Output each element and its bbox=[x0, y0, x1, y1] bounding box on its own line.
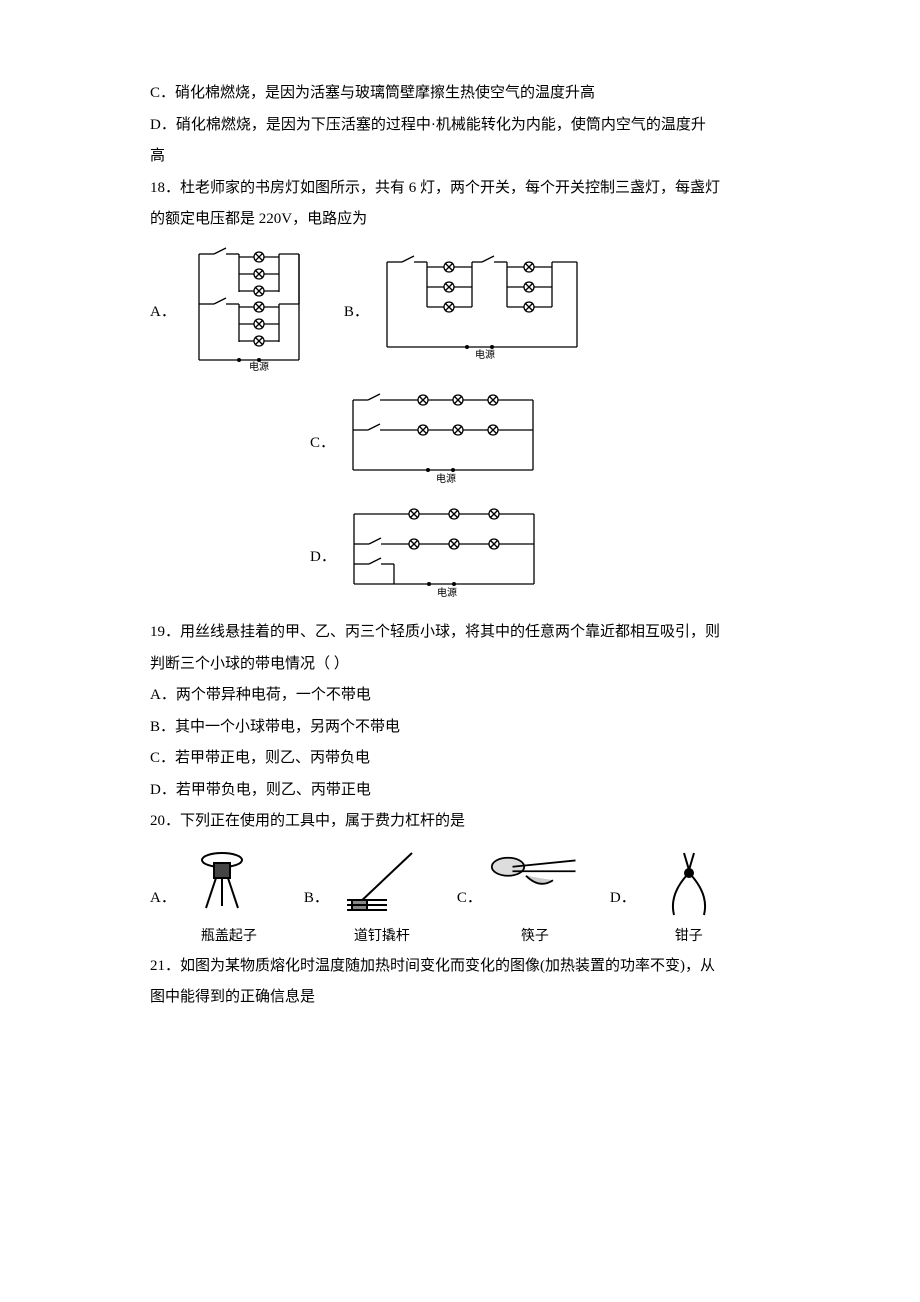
q17-option-d-line1: D．硝化棉燃烧，是因为下压活塞的过程中·机械能转化为内能，使筒内空气的温度升 bbox=[150, 110, 800, 142]
q20-label-d: D． bbox=[610, 883, 636, 915]
q20-caption-d: 钳子 bbox=[675, 922, 703, 951]
q20-stem: 20．下列正在使用的工具中，属于费力杠杆的是 bbox=[150, 806, 800, 838]
q19-option-b: B．其中一个小球带电，另两个不带电 bbox=[150, 712, 800, 744]
pliers-icon bbox=[644, 848, 734, 918]
q20-caption-a: 瓶盖起子 bbox=[201, 922, 257, 951]
q18-label-b: B． bbox=[344, 297, 369, 329]
q18-stem-line1: 18．杜老师家的书房灯如图所示，共有 6 灯，两个开关，每个开关控制三盏灯，每盏… bbox=[150, 173, 800, 205]
q17-option-c: C．硝化棉燃烧，是因为活塞与玻璃筒壁摩擦生热使空气的温度升高 bbox=[150, 78, 800, 110]
q18-circuit-d: 电源 bbox=[344, 504, 544, 612]
q19-option-d: D．若甲带负电，则乙、丙带正电 bbox=[150, 775, 800, 807]
q18-label-d: D． bbox=[310, 542, 336, 574]
q20-label-a: A． bbox=[150, 883, 176, 915]
q20-caption-b: 道钉撬杆 bbox=[354, 922, 410, 951]
q21-stem-line2: 图中能得到的正确信息是 bbox=[150, 982, 800, 1014]
q17-option-d-line2: 高 bbox=[150, 141, 800, 173]
q18-row-ab: A． bbox=[150, 242, 800, 385]
q20-label-c: C． bbox=[457, 883, 482, 915]
q20-caption-c: 筷子 bbox=[521, 922, 549, 951]
q21-stem-line1: 21．如图为某物质熔化时温度随加热时间变化而变化的图像(加热装置的功率不变)，从 bbox=[150, 951, 800, 983]
svg-text:电源: 电源 bbox=[436, 472, 456, 485]
q19-option-c: C．若甲带正电，则乙、丙带负电 bbox=[150, 743, 800, 775]
q18-circuit-a: 电源 bbox=[184, 242, 314, 385]
bottle-opener-icon bbox=[184, 848, 274, 918]
q19-option-a: A．两个带异种电荷，一个不带电 bbox=[150, 680, 800, 712]
chopsticks-icon bbox=[490, 848, 580, 918]
svg-text:电源: 电源 bbox=[437, 586, 457, 599]
q18-stem-line2: 的额定电压都是 220V，电路应为 bbox=[150, 204, 800, 236]
q19-stem-line1: 19．用丝线悬挂着的甲、乙、丙三个轻质小球，将其中的任意两个靠近都相互吸引，则 bbox=[150, 617, 800, 649]
crowbar-icon bbox=[337, 848, 427, 918]
q18-circuit-c: 电源 bbox=[343, 390, 543, 498]
q20-label-b: B． bbox=[304, 883, 329, 915]
q18-circuit-b: 电源 bbox=[377, 252, 587, 375]
q18-row-c: C． bbox=[150, 390, 800, 498]
q19-stem-line2: 判断三个小球的带电情况（ ） bbox=[150, 649, 800, 681]
q18-label-c: C． bbox=[310, 428, 335, 460]
svg-text:电源: 电源 bbox=[475, 348, 495, 361]
q18-row-d: D． bbox=[150, 504, 800, 612]
q20-options-row: A． 瓶盖起子 B． bbox=[150, 848, 800, 951]
exam-page: C．硝化棉燃烧，是因为活塞与玻璃筒壁摩擦生热使空气的温度升高 D．硝化棉燃烧，是… bbox=[0, 0, 920, 1074]
q18-label-a: A． bbox=[150, 297, 176, 329]
